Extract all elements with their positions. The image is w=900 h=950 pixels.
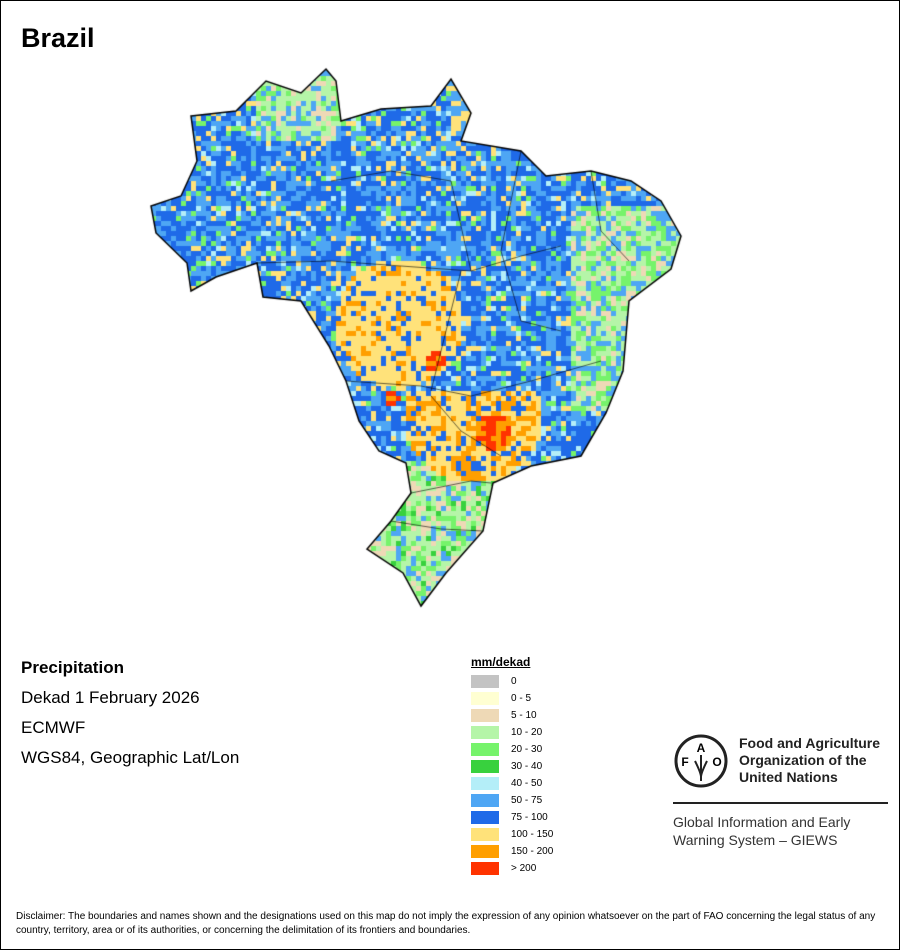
legend-swatch [471, 794, 499, 807]
legend-item: 10 - 20 [471, 724, 553, 741]
legend-swatch [471, 675, 499, 688]
legend-swatch [471, 743, 499, 756]
map-title: Brazil [21, 23, 95, 53]
legend-swatch [471, 845, 499, 858]
svg-text:O: O [712, 755, 721, 769]
legend-label: 50 - 75 [511, 795, 543, 806]
legend-label: 20 - 30 [511, 744, 543, 755]
legend-item: > 200 [471, 860, 553, 877]
legend-swatch [471, 828, 499, 841]
legend-label: 10 - 20 [511, 727, 543, 738]
legend-swatch [471, 760, 499, 773]
legend-label: 40 - 50 [511, 778, 543, 789]
legend-swatch [471, 811, 499, 824]
period-label: Dekad 1 February 2026 [21, 688, 200, 707]
variable-label: Precipitation [21, 658, 124, 677]
svg-text:F: F [681, 755, 688, 769]
fao-emblem-icon: A F O [674, 734, 728, 788]
source-label: ECMWF [21, 718, 86, 737]
legend-swatch [471, 692, 499, 705]
legend: mm/dekad 0 0 - 5 5 - 10 10 - 20 20 - 30 30 - … [471, 655, 553, 877]
legend-label: 5 - 10 [511, 710, 537, 721]
legend-item: 100 - 150 [471, 826, 553, 843]
legend-label: 150 - 200 [511, 846, 554, 857]
legend-swatch [471, 777, 499, 790]
logo-divider [673, 802, 888, 804]
legend-label: > 200 [511, 863, 537, 874]
legend-item: 20 - 30 [471, 741, 553, 758]
giews-name: Global Information and Early Warning Sys… [673, 814, 851, 848]
legend-item: 0 - 5 [471, 690, 553, 707]
legend-item: 0 [471, 673, 553, 690]
legend-label: 0 - 5 [511, 693, 532, 704]
legend-label: 75 - 100 [511, 812, 548, 823]
legend-item: 150 - 200 [471, 843, 553, 860]
legend-item: 5 - 10 [471, 707, 553, 724]
svg-text:A: A [697, 741, 706, 755]
precipitation-raster-map [1, 1, 899, 641]
legend-unit: mm/dekad [471, 655, 531, 669]
legend-item: 75 - 100 [471, 809, 553, 826]
disclaimer: Disclaimer: The boundaries and names sho… [16, 911, 876, 936]
legend-swatch [471, 862, 499, 875]
legend-item: 50 - 75 [471, 792, 553, 809]
fao-name: Food and Agriculture Organization of the… [739, 735, 881, 785]
legend-item: 30 - 40 [471, 758, 553, 775]
legend-swatch [471, 709, 499, 722]
legend-label: 100 - 150 [511, 829, 554, 840]
legend-swatch [471, 726, 499, 739]
legend-label: 0 [511, 676, 517, 687]
legend-label: 30 - 40 [511, 761, 543, 772]
legend-item: 40 - 50 [471, 775, 553, 792]
projection-label: WGS84, Geographic Lat/Lon [21, 748, 240, 767]
